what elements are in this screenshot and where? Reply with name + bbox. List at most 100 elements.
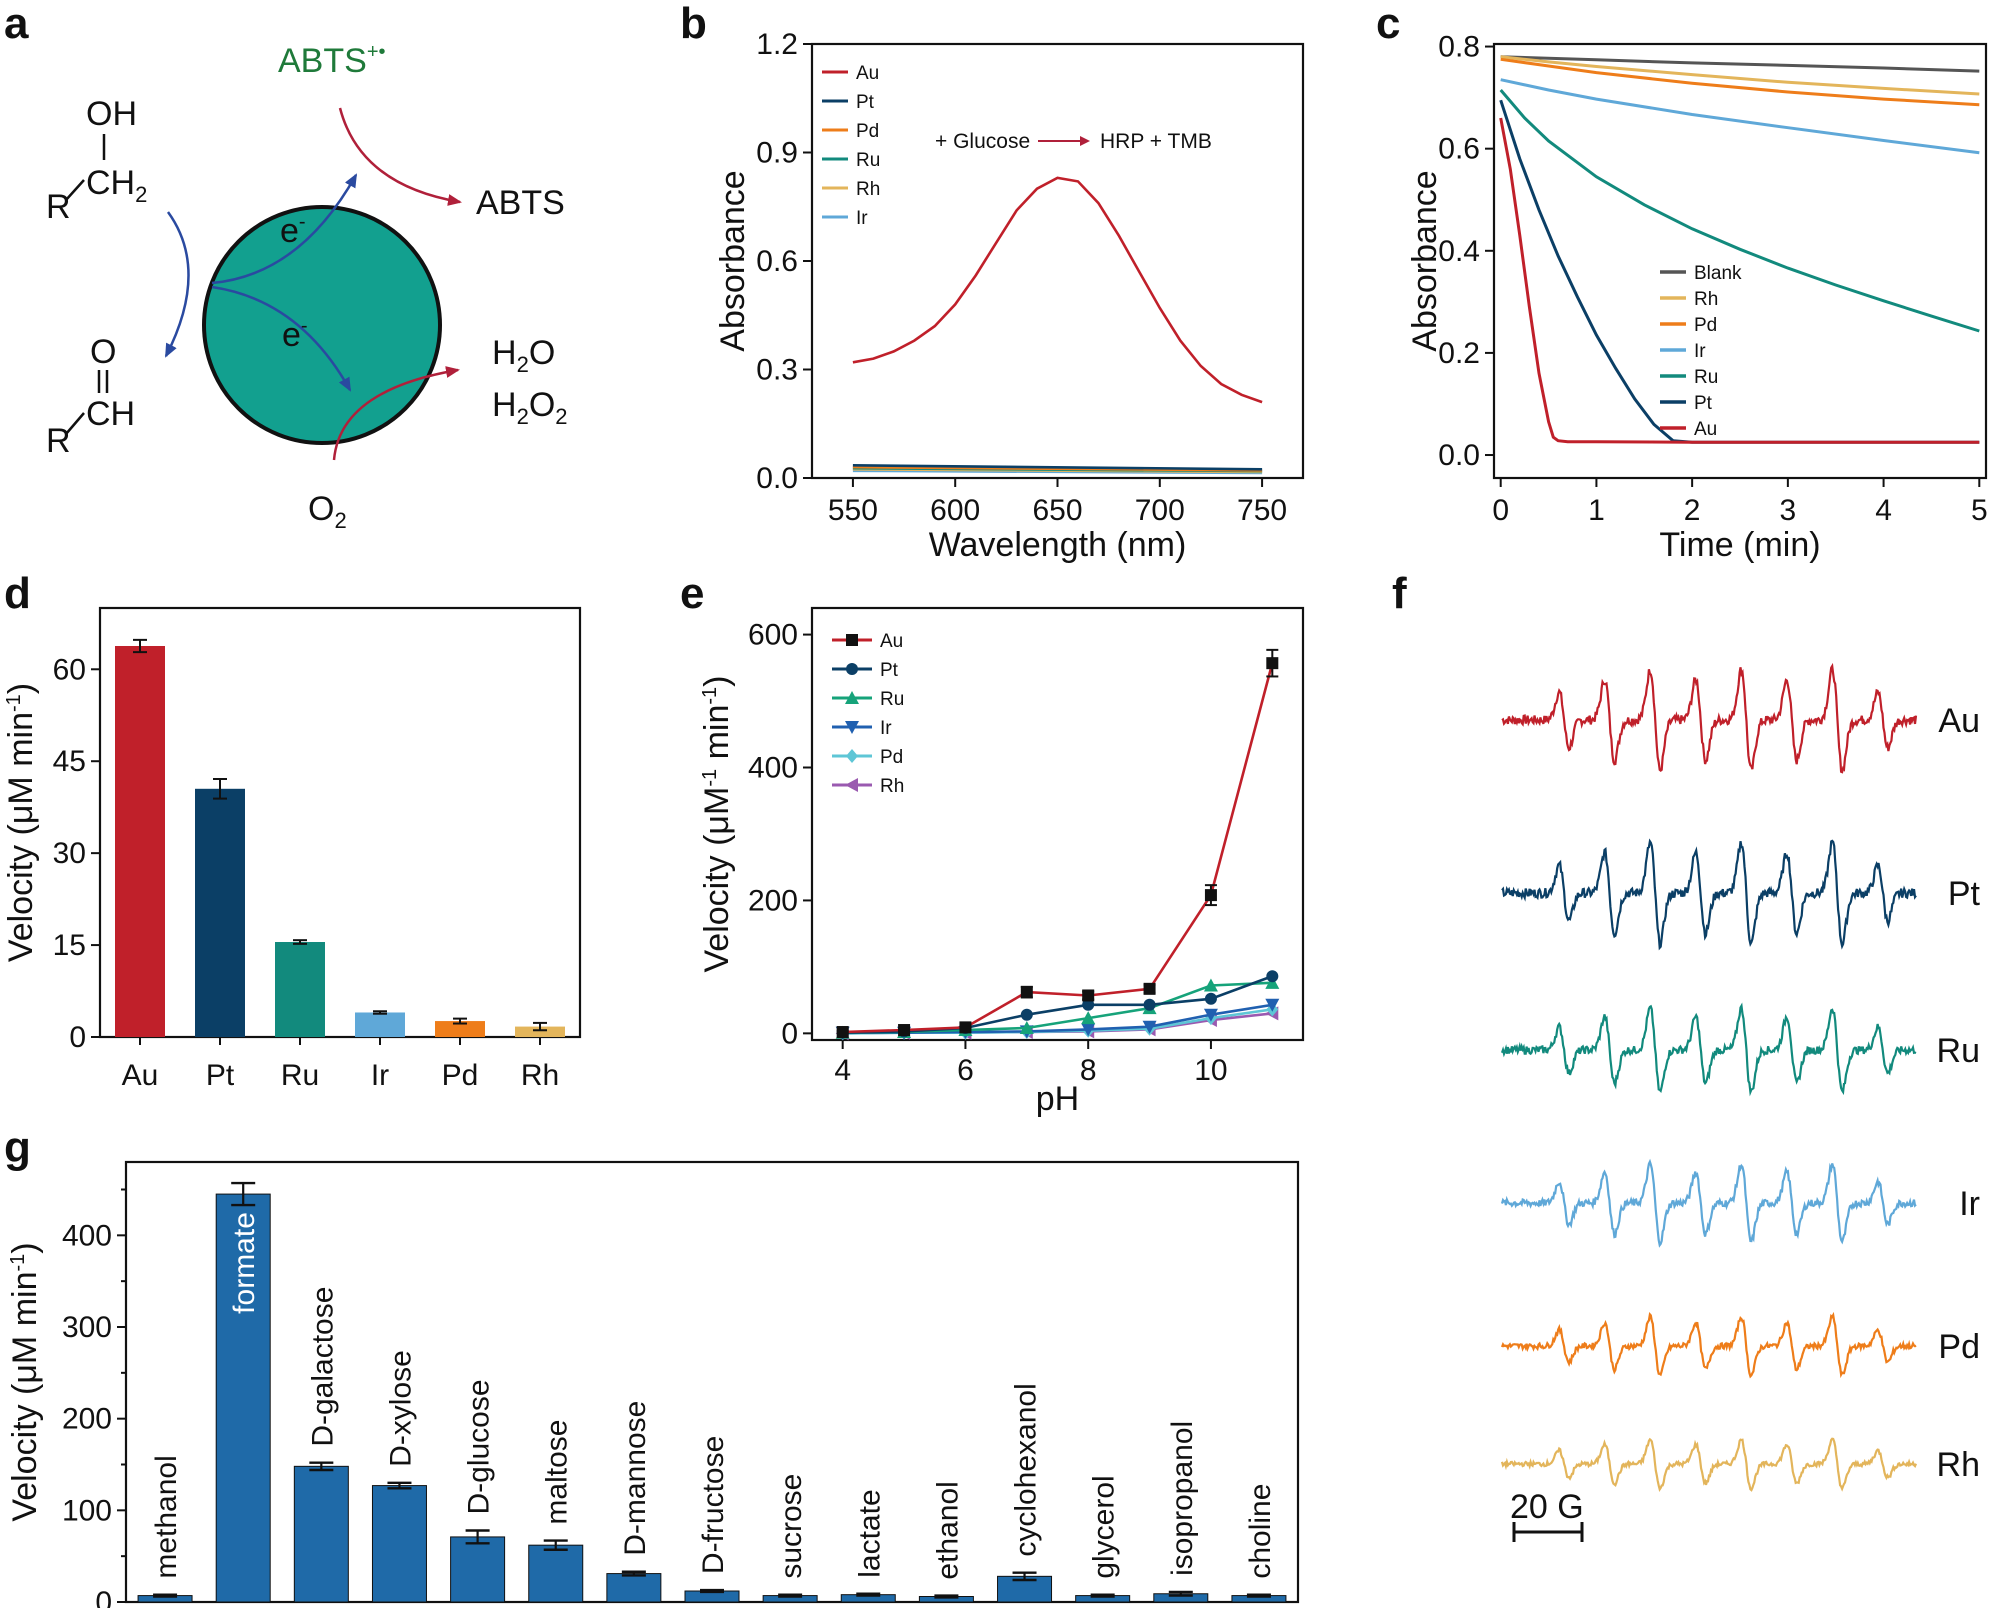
g-category-label-ethanol: ethanol [931, 1481, 964, 1579]
c-legend-label-rh: Rh [1694, 289, 1718, 310]
e-ytick-label: 200 [748, 884, 798, 917]
c-ytick-label: 0.8 [1438, 31, 1480, 64]
e-point-ir [1142, 1020, 1157, 1034]
e-series-au [842, 662, 1274, 1034]
alcohol-r-label: R [46, 188, 71, 226]
water-label: H2O [492, 334, 555, 377]
g-bar-d-glucose [450, 1536, 506, 1603]
g-category-label-d-mannose: D-mannose [619, 1401, 652, 1556]
e-point-ir [1081, 1023, 1096, 1037]
b-ytick-label: 0.9 [756, 137, 798, 170]
g-y-axis-label-part: -1 [7, 1254, 29, 1272]
aldehyde-bond-r [65, 412, 85, 435]
g-ytick-label: 300 [62, 1311, 112, 1344]
c-xtick-label: 4 [1875, 494, 1892, 527]
e-y-axis-label-part: ) [698, 675, 736, 686]
g-y-axis-label-part: Velocity (μM min [6, 1272, 44, 1522]
b-legend-label-ru: Ru [856, 150, 880, 171]
e-xtick-label: 8 [1080, 1054, 1097, 1087]
c-legend-label-au: Au [1694, 419, 1717, 440]
e-legend-label-pt: Pt [880, 660, 899, 681]
c-series-ir [1500, 78, 1980, 155]
c-legend-label-ir: Ir [1694, 341, 1706, 362]
e-point-au [898, 1024, 911, 1037]
b-legend-label-pt: Pt [856, 92, 875, 113]
e-legend-marker-pt [846, 663, 858, 675]
c-ytick-label: 0.2 [1438, 337, 1480, 370]
c-ytick-label: 0.4 [1438, 235, 1480, 268]
c-xtick-label: 3 [1780, 494, 1797, 527]
f-epr-trace-pd [1500, 1311, 1917, 1379]
d-ytick-label: 30 [53, 837, 86, 870]
d-ytick-label: 15 [53, 929, 86, 962]
b-x-axis-label: Wavelength (nm) [929, 526, 1187, 564]
panel-d-plot-frame [98, 606, 582, 1039]
g-category-label-sucrose: sucrose [775, 1474, 808, 1579]
e-legend-label-ru: Ru [880, 689, 904, 710]
e-point-au [1082, 989, 1095, 1002]
e-point-pt [1266, 970, 1279, 983]
c-series-pd [1500, 57, 1980, 107]
b-xtick-label: 650 [1032, 494, 1082, 527]
d-category-label-au: Au [122, 1059, 159, 1092]
b-legend-label-pd: Pd [856, 121, 879, 142]
f-epr-label-rh: Rh [1937, 1446, 1980, 1484]
g-category-label-maltose: maltose [541, 1420, 574, 1525]
b-xtick-label: 750 [1237, 494, 1287, 527]
e-legend-label-rh: Rh [880, 776, 904, 797]
f-epr-trace-au [1501, 662, 1918, 774]
e-point-ru [1203, 978, 1218, 992]
e-xtick-label: 10 [1194, 1054, 1227, 1087]
e-legend-label-au: Au [880, 631, 903, 652]
g-category-label-formate: formate [228, 1212, 261, 1314]
e-y-axis-label-part: -1 [699, 687, 721, 705]
aldehyde-o-label: O [90, 333, 116, 371]
e-legend-label-ir: Ir [880, 718, 892, 739]
c-x-axis-label: Time (min) [1659, 526, 1820, 564]
g-category-label-lactate: lactate [853, 1489, 886, 1577]
e-point-ru [1265, 975, 1280, 989]
d-category-label-rh: Rh [521, 1059, 559, 1092]
b-ytick-label: 1.2 [756, 28, 798, 61]
d-bar-pt [195, 788, 245, 1037]
d-bar-ru [275, 942, 325, 1037]
e-y-axis-label-part: -1 [699, 769, 721, 787]
panel-b-absorbance-spectra: 550 600 650 700 750 0.0 0.3 0.6 0.9 1.2 Wavelength… [714, 28, 1305, 564]
b-series-au [852, 176, 1263, 404]
e-y-axis-label-part: min [698, 705, 736, 769]
c-y-axis-label: Absorbance [1406, 170, 1444, 351]
panel-g-substrate-bars: 0 100 200 300 400 methanol formate D-galactose D… [6, 1160, 1300, 1608]
b-series-pt [852, 464, 1263, 471]
d-category-label-pt: Pt [206, 1059, 235, 1092]
e-y-axis-label: Velocity (μM-1 min-1) [698, 675, 736, 972]
peroxide-label: H2O2 [492, 386, 568, 429]
g-ytick-label: 100 [62, 1494, 112, 1527]
e-ytick-label: 600 [748, 619, 798, 652]
f-epr-trace-ir [1500, 1158, 1917, 1248]
g-category-label-choline: choline [1244, 1484, 1277, 1579]
g-bar-cyclohexanol [997, 1575, 1053, 1603]
e-point-pt [1143, 998, 1156, 1011]
g-bar-d-mannose [606, 1573, 662, 1603]
oxidation-arrow [164, 211, 190, 358]
e-x-axis-label: pH [1036, 1080, 1079, 1118]
electron-arrow-up [211, 173, 358, 285]
panel-label-g: g [4, 1123, 31, 1172]
f-epr-label-pd: Pd [1938, 1328, 1980, 1366]
b-xtick-label: 600 [930, 494, 980, 527]
aldehyde-ch-label: CH [86, 395, 135, 433]
b-ytick-label: 0.0 [756, 462, 798, 495]
e-legend-label-pd: Pd [880, 747, 903, 768]
d-bar-ir [355, 1012, 405, 1037]
c-legend-label-ru: Ru [1694, 367, 1718, 388]
g-category-label-d-glucose: D-glucose [463, 1379, 496, 1514]
e-point-au [1266, 657, 1279, 670]
g-ytick-label: 400 [62, 1219, 112, 1252]
e-legend-marker-pd [846, 749, 858, 763]
alcohol-bond-r [65, 179, 85, 201]
panel-label-e: e [680, 569, 704, 618]
e-point-ru [1081, 1011, 1096, 1025]
g-ytick-label: 200 [62, 1403, 112, 1436]
